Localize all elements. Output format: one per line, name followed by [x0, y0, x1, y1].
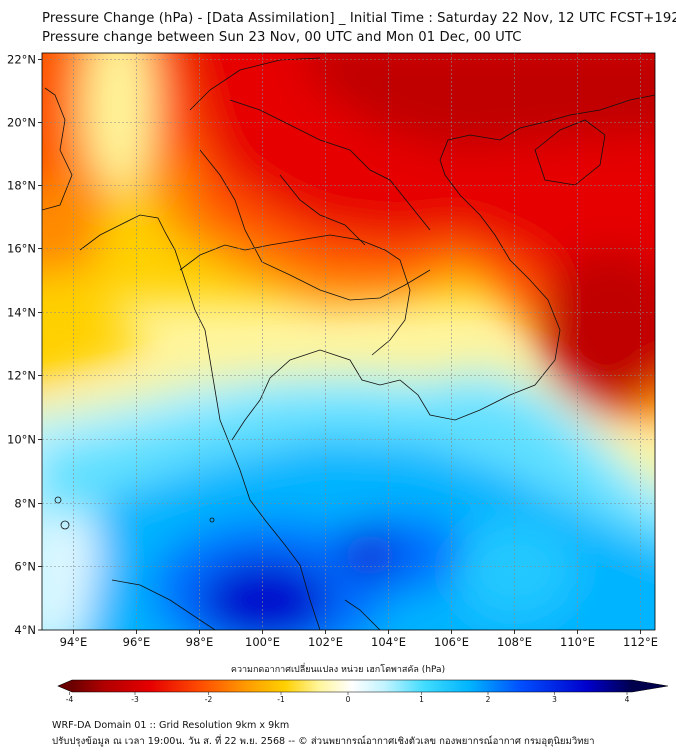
footer-model-info: WRF-DA Domain 01 :: Grid Resolution 9km … — [52, 720, 290, 731]
lat-label: 4°N — [14, 623, 36, 637]
lon-label: 110°E — [560, 635, 595, 649]
lon-label: 104°E — [371, 635, 406, 649]
colorbar-tick-label: 0 — [346, 695, 351, 704]
map-frame — [41, 52, 656, 631]
lon-label: 94°E — [60, 635, 88, 649]
lat-label: 8°N — [14, 497, 36, 511]
axis-ticks — [38, 59, 641, 634]
colorbar-tick-label: 1 — [419, 695, 424, 704]
lat-label: 6°N — [14, 560, 36, 574]
lat-label: 18°N — [7, 179, 36, 193]
colorbar-tick-label: -2 — [205, 695, 213, 704]
colorbar-tick-label: -4 — [66, 695, 74, 704]
colorbar-tick-label: 2 — [486, 695, 491, 704]
chart-subtitle: Pressure change between Sun 23 Nov, 00 U… — [42, 30, 522, 45]
chart-title: Pressure Change (hPa) - [Data Assimilati… — [42, 11, 676, 26]
lat-label: 12°N — [7, 369, 36, 383]
footer-update-info: ปรับปรุงข้อมูล ณ เวลา 19:00น. วัน ส. ที่… — [52, 736, 595, 747]
colorbar: -4 -3 -2 -1 0 1 2 3 4 — [57, 679, 669, 704]
colorbar-tick-label: 3 — [552, 695, 557, 704]
lon-label: 108°E — [497, 635, 532, 649]
gridlines — [42, 53, 655, 630]
colorbar-tick-label: -3 — [131, 695, 139, 704]
lon-label: 112°E — [623, 635, 658, 649]
lon-label: 106°E — [434, 635, 469, 649]
colorbar-tick-label: -1 — [277, 695, 285, 704]
lat-label: 20°N — [7, 116, 36, 130]
coastlines-and-borders — [42, 57, 655, 630]
lat-label: 22°N — [7, 53, 36, 67]
colorbar-bar — [72, 680, 632, 692]
lat-label: 14°N — [7, 306, 36, 320]
lon-label: 98°E — [186, 635, 214, 649]
colorbar-label: ความกดอากาศเปลี่ยนแปลง หน่วย เฮกโตพาสคัล… — [230, 665, 446, 675]
lon-label: 96°E — [123, 635, 151, 649]
lat-label: 16°N — [7, 242, 36, 256]
colorbar-extend-min — [58, 680, 72, 692]
colorbar-extend-max — [632, 680, 668, 692]
lon-label: 100°E — [245, 635, 280, 649]
lat-label: 10°N — [7, 433, 36, 447]
colorbar-tick-label: 4 — [625, 695, 630, 704]
lon-label: 102°E — [308, 635, 343, 649]
